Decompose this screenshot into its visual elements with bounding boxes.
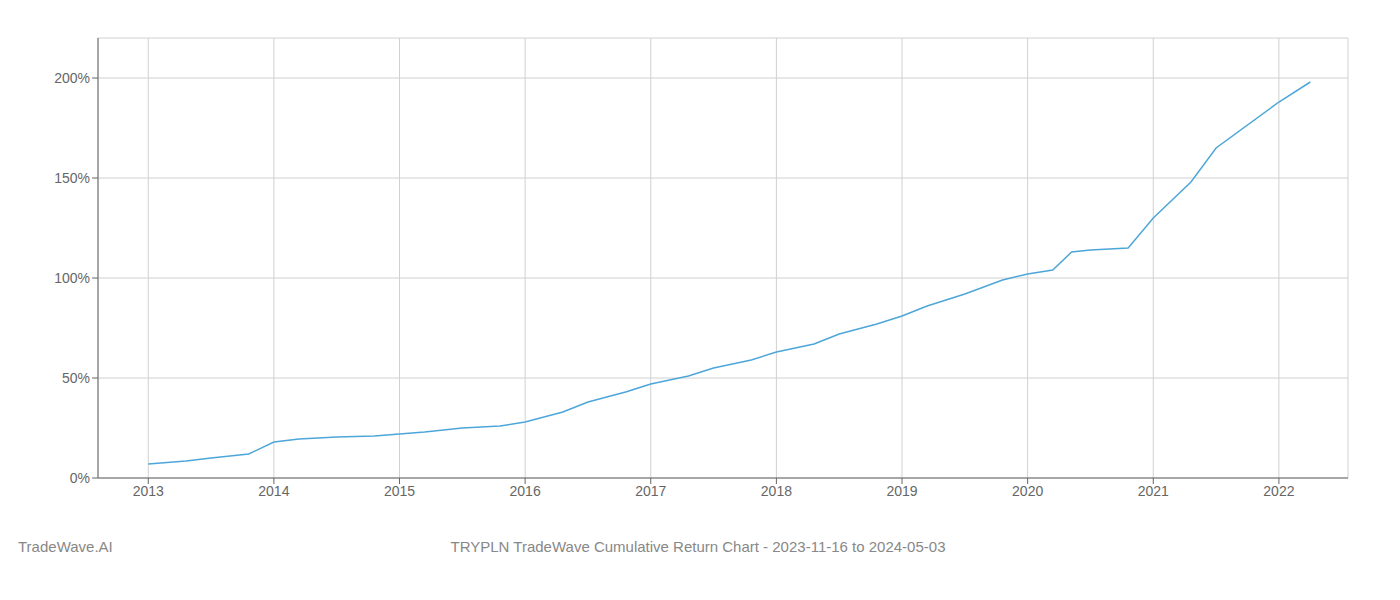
svg-text:200%: 200% xyxy=(54,70,90,86)
svg-text:2020: 2020 xyxy=(1012,483,1043,499)
svg-text:2015: 2015 xyxy=(384,483,415,499)
svg-text:50%: 50% xyxy=(62,370,90,386)
svg-text:2018: 2018 xyxy=(761,483,792,499)
svg-text:2022: 2022 xyxy=(1263,483,1294,499)
html-text:TRYPLN TradeWave Cumulative Re: TRYPLN TradeWave Cumulative Return Chart… xyxy=(450,538,946,555)
svg-text:0%: 0% xyxy=(70,470,90,486)
html-text:TradeWave.AI: TradeWave.AI xyxy=(18,538,113,555)
svg-text:2017: 2017 xyxy=(635,483,666,499)
svg-text:100%: 100% xyxy=(54,270,90,286)
svg-text:2014: 2014 xyxy=(258,483,289,499)
svg-text:2021: 2021 xyxy=(1138,483,1169,499)
svg-text:2019: 2019 xyxy=(886,483,917,499)
svg-text:150%: 150% xyxy=(54,170,90,186)
svg-text:2016: 2016 xyxy=(510,483,541,499)
svg-text:2013: 2013 xyxy=(133,483,164,499)
